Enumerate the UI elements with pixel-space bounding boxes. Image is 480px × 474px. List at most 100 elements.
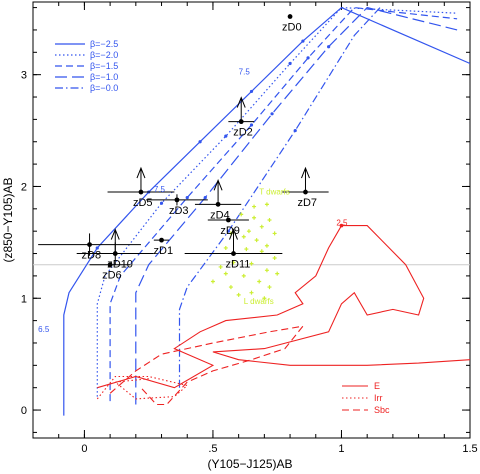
object-label: zD0 [282,22,302,34]
object-label: zD9 [220,225,240,237]
model-track-point [270,112,274,116]
dwarf-point [236,292,241,297]
object-limit-arrow [213,179,223,205]
model-track-point [293,128,297,133]
redshift-label: 2.5 [336,219,348,228]
dwarf-point [262,296,267,301]
model-track-point [249,89,254,94]
x-tick-label: .5 [208,443,217,455]
redshift-label: 6.5 [38,325,50,334]
model-track-point [203,196,207,200]
plot-frame [32,1,471,439]
dwarf-point [218,264,223,269]
object-limit-arrow [301,166,310,193]
object-point [225,217,231,223]
object-point [215,201,221,207]
dwarf-point [257,279,262,284]
model-track-point [198,140,202,144]
dwarf-point [264,243,269,248]
dwarf-point [231,260,236,265]
object-point [112,251,118,256]
object-point [303,189,308,195]
model-track-line [96,6,458,397]
dwarf-point [264,268,269,273]
dwarf-point [223,271,228,276]
legend-label: Irr [374,393,383,403]
y-tick-label: 0 [21,405,27,417]
x-tick-label: 1 [338,443,344,455]
dwarf-label: T dwarfs [259,187,290,196]
y-axis-title: (z850−Y105)AB [1,177,15,262]
model-track-point [327,45,331,49]
dwarf-point [264,202,269,207]
dwarf-point [272,256,277,261]
legend-label: β=−2.5 [90,39,118,49]
model-track-point [185,196,189,200]
object-point [138,189,144,195]
axis-ticks: 0 .5 1 1.5 0 1 2 3 [21,2,478,455]
x-axis-title: (Y105−J125)AB [207,457,292,471]
model-track-point [159,201,164,205]
model-track-point [95,246,99,250]
y-tick-label: 1 [21,293,27,305]
model-track-point [301,39,305,43]
object-point [174,197,180,203]
dwarf-point [228,285,233,290]
object-limit-arrow [229,228,238,254]
object-label: zD5 [133,197,153,209]
redshift-label: 7.5 [154,185,166,194]
dwarf-point [249,261,254,266]
object-label: zD11 [226,259,251,271]
object-point [238,119,244,125]
object-point [231,251,236,256]
dwarf-point [267,285,272,290]
legend-label: E [374,381,380,391]
dwarf-point [267,218,272,222]
redshift-label: 7.5 [239,68,251,77]
model-track-line [135,6,458,405]
galaxy-type-track [109,325,305,406]
legend-label: β=−1.0 [90,72,118,82]
legend-label: β=−1.5 [90,61,118,71]
legend-label: β=−2.0 [90,50,118,60]
y-tick-label: 3 [21,70,27,82]
low-z-galaxy-tracks [96,223,470,406]
annotations: 7.5 7.5 6.5 2.5 T dwarfs L dwarfs [38,68,348,334]
legend-beta: β=−2.5β=−2.0β=−1.5β=−1.0β=−0.0 [55,39,118,93]
object-limit-arrow [110,228,120,254]
dwarf-point [241,234,246,239]
object-label: zD4 [210,209,230,221]
model-track-point [306,56,310,60]
legend-label: Sbc [374,405,390,415]
brown-dwarf-points [210,202,280,301]
model-track-point [226,229,230,233]
dwarf-point [259,249,264,254]
object-label: zD6 [102,270,122,282]
dwarf-point [223,245,228,250]
dwarf-point [246,229,251,234]
dwarf-point [254,238,259,243]
track-marker [339,223,344,228]
dwarf-point [272,231,277,236]
x-tick-label: 0 [81,443,87,455]
galaxy-model-tracks [63,6,470,416]
object-point [107,262,113,268]
dwarf-point [259,224,264,229]
object-label: zD1 [154,245,174,257]
object-label: zD2 [233,127,253,139]
object-point [87,242,92,247]
object-label: zD3 [169,205,189,217]
y-tick-label: 2 [21,181,27,193]
dwarf-point [252,215,257,220]
model-track-line [109,6,458,402]
dwarf-point [210,279,215,284]
dwarf-point [252,204,257,209]
dwarf-point [244,247,249,252]
model-track-line [63,6,470,416]
object-label: zD7 [297,197,317,209]
dwarf-label: L dwarfs [244,297,274,306]
x-tick-label: 1.5 [462,443,477,455]
model-track-point [249,123,254,127]
